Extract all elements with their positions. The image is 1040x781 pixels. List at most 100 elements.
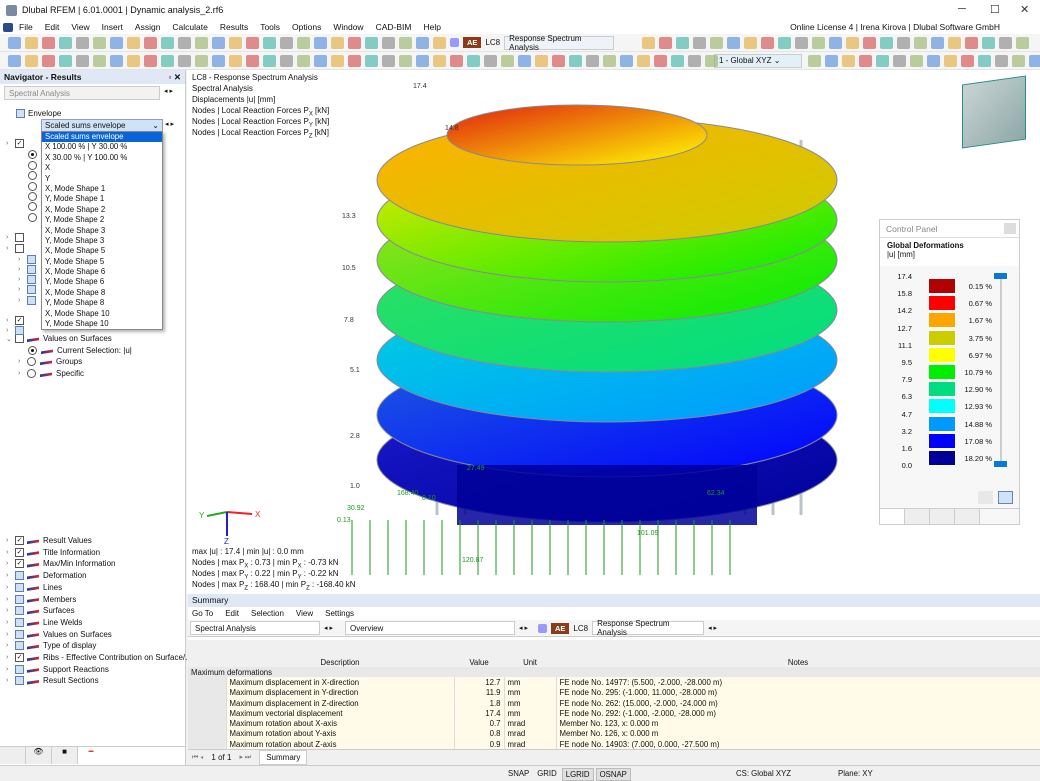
range-slider-bottom-handle[interactable] [994, 461, 1007, 467]
dropdown-option[interactable]: X, Mode Shape 8 [45, 287, 106, 297]
toolbar-button[interactable] [416, 37, 429, 49]
toolbar-button[interactable] [280, 37, 293, 49]
status-toggle-grid[interactable]: GRID [537, 769, 557, 778]
toolbar-button[interactable] [25, 37, 38, 49]
display-item[interactable]: › Line Welds [6, 617, 83, 627]
navigator-tree-item[interactable] [28, 170, 41, 181]
toolbar-button[interactable] [450, 55, 463, 67]
toolbar-button[interactable] [727, 37, 740, 49]
status-toggle-osnap[interactable]: OSNAP [595, 768, 631, 781]
toolbar-button[interactable] [263, 37, 276, 49]
toolbar-button[interactable] [927, 55, 940, 67]
toolbar-button[interactable] [127, 55, 140, 67]
display-item[interactable]: › Lines [6, 582, 63, 592]
view-cube[interactable] [962, 75, 1026, 149]
dropdown-option[interactable]: Y, Mode Shape 8 [45, 298, 105, 308]
toolbar-button[interactable] [314, 55, 327, 67]
dropdown-option[interactable]: X 100.00 % | Y 30.00 % [45, 142, 128, 152]
menu-tools[interactable]: Tools [260, 22, 281, 32]
toolbar-button[interactable] [8, 37, 21, 49]
navigator-tree-item[interactable] [28, 191, 41, 202]
dropdown-option[interactable]: Y, Mode Shape 10 [45, 319, 109, 329]
column-header[interactable]: Value [469, 658, 489, 667]
toolbar-button[interactable] [110, 37, 123, 49]
toolbar-button[interactable] [897, 37, 910, 49]
toolbar-button[interactable] [982, 37, 995, 49]
toolbar-button[interactable] [93, 37, 106, 49]
toolbar-button[interactable] [382, 55, 395, 67]
toolbar-button[interactable] [229, 37, 242, 49]
toolbar-button[interactable] [195, 37, 208, 49]
toolbar-button[interactable] [710, 37, 723, 49]
toolbar-button[interactable] [705, 55, 718, 67]
lc-nav-arrows[interactable]: ◂ ▸ [708, 625, 718, 632]
toolbar-button[interactable] [42, 37, 55, 49]
toolbar-button[interactable] [144, 37, 157, 49]
dropdown-option[interactable]: Y, Mode Shape 6 [45, 277, 105, 287]
toolbar-button[interactable] [863, 37, 876, 49]
summary-menu-go-to[interactable]: Go To [192, 609, 214, 618]
toolbar-button[interactable] [693, 37, 706, 49]
dropdown-option[interactable]: Scaled sums envelope [42, 132, 162, 143]
dropdown-option[interactable]: X, Mode Shape 6 [45, 267, 106, 277]
toolbar-button[interactable] [399, 55, 412, 67]
toolbar-button[interactable] [1012, 55, 1025, 67]
toolbar-button[interactable] [25, 55, 38, 67]
navigator-tree-item[interactable]: › ✓ [6, 316, 24, 325]
toolbar-button[interactable] [467, 55, 480, 67]
display-item[interactable]: › Support Reactions [6, 664, 109, 674]
toolbar-button[interactable] [127, 37, 140, 49]
toolbar-button[interactable] [42, 55, 55, 67]
close-icon[interactable]: ▫ ✕ [168, 72, 182, 82]
column-header[interactable]: Unit [523, 658, 537, 667]
toolbar-button[interactable] [433, 37, 446, 49]
dropdown-option[interactable]: Y, Mode Shape 3 [45, 235, 105, 245]
toolbar-button[interactable] [212, 55, 225, 67]
display-item[interactable]: › Result Sections [6, 676, 99, 686]
tab-summary[interactable]: Summary [259, 750, 308, 765]
navigator-tree-item[interactable]: › [18, 254, 39, 265]
tab-factors[interactable] [905, 509, 930, 524]
toolbar-button[interactable] [280, 55, 293, 67]
toolbar-button[interactable] [297, 55, 310, 67]
first-prev-page-button[interactable]: ⏮ ◂ [192, 753, 204, 761]
toolbar-button[interactable] [1029, 55, 1040, 67]
display-item[interactable]: › Deformation [6, 571, 87, 581]
toolbar-button[interactable] [620, 55, 633, 67]
summary-menu-settings[interactable]: Settings [325, 609, 355, 618]
tab-list[interactable] [930, 509, 955, 524]
menu-insert[interactable]: Insert [101, 22, 123, 32]
navigator-tree-item[interactable] [28, 149, 41, 160]
coordinate-system-select[interactable]: 1 - Global XYZ ⌄ [714, 53, 802, 68]
toolbar-button[interactable] [535, 55, 548, 67]
table-row[interactable]: Maximum rotation about Z-axis 0.9 mrad FE n… [188, 739, 1040, 750]
range-slider-top-handle[interactable] [994, 273, 1007, 279]
toolbar-button[interactable] [880, 37, 893, 49]
toolbar-button[interactable] [365, 55, 378, 67]
navigator-tree-item[interactable] [28, 201, 41, 212]
dropdown-option[interactable]: Y [45, 173, 51, 183]
toolbar-button[interactable] [195, 55, 208, 67]
menu-file[interactable]: File [19, 22, 33, 32]
groups-radio[interactable]: › Groups [18, 357, 83, 366]
dropdown-option[interactable]: X, Mode Shape 3 [45, 225, 106, 235]
display-item[interactable]: › Surfaces [6, 606, 75, 616]
status-toggle-lgrid[interactable]: LGRID [561, 768, 594, 781]
toolbar-button[interactable] [910, 55, 923, 67]
column-header[interactable]: Notes [787, 658, 809, 667]
toolbar-button[interactable] [518, 55, 531, 67]
toolbar-button[interactable] [263, 55, 276, 67]
toolbar-button[interactable] [999, 37, 1012, 49]
navigator-tree-item[interactable]: › [18, 264, 39, 275]
table-row[interactable]: Maximum displacement in Z-direction 1.8 mm… [188, 697, 1040, 709]
next-last-page-button[interactable]: ▸ ⏭ [239, 754, 252, 761]
toolbar-button[interactable] [948, 37, 961, 49]
toolbar-button[interactable] [1016, 37, 1029, 49]
toolbar-button[interactable] [808, 55, 821, 67]
toolbar-button[interactable] [931, 37, 944, 49]
toolbar-button[interactable] [229, 55, 242, 67]
toolbar-button[interactable] [178, 55, 191, 67]
dropdown-option[interactable]: X, Mode Shape 10 [45, 308, 110, 318]
navigator-tree-item[interactable]: › [6, 232, 27, 243]
toolbar-button[interactable] [688, 55, 701, 67]
